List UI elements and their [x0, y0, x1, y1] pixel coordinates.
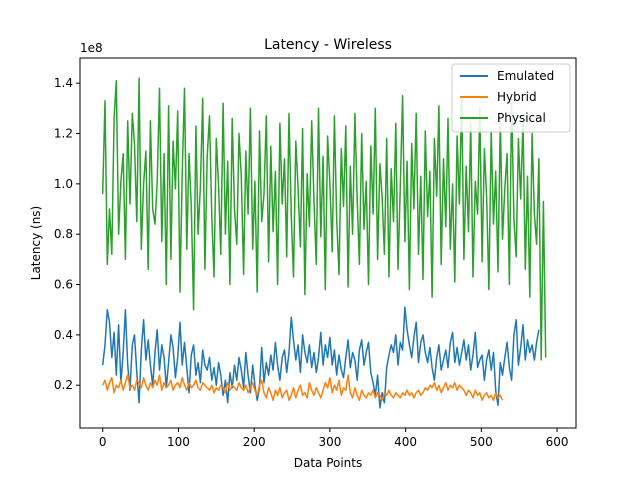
y-tick-label: 1.2 — [54, 127, 73, 141]
series-layer — [101, 77, 547, 409]
x-axis-title: Data Points — [294, 456, 363, 470]
x-tick-label: 300 — [318, 435, 341, 449]
y-tick-label: 1.4 — [54, 76, 73, 90]
legend: Emulated Hybrid Physical — [451, 63, 571, 133]
y-tick-label: 1.0 — [54, 177, 73, 191]
plot-frame — [79, 57, 577, 429]
y-axis-title: Latency (ns) — [29, 206, 43, 280]
series-line-physical — [101, 77, 547, 361]
y-tick-label: 0.4 — [54, 328, 73, 342]
y-tick-label: 0.8 — [54, 227, 73, 241]
y-axis: 0.2 0.4 0.6 0.8 1.0 1.2 1.4 — [54, 76, 80, 392]
x-axis: 0 100 200 300 400 500 600 — [99, 428, 569, 449]
x-tick-label: 500 — [470, 435, 493, 449]
y-offset-label: 1e8 — [80, 41, 103, 55]
x-tick-label: 200 — [243, 435, 266, 449]
x-tick-label: 400 — [394, 435, 417, 449]
x-tick-label: 100 — [167, 435, 190, 449]
legend-label-physical: Physical — [497, 111, 546, 125]
series-line-emulated — [101, 306, 540, 409]
x-tick-label: 0 — [99, 435, 107, 449]
series-line-hybrid — [102, 374, 504, 402]
chart-title: Latency - Wireless — [264, 37, 392, 53]
legend-box — [451, 63, 571, 133]
y-tick-label: 0.6 — [54, 278, 73, 292]
x-tick-label: 600 — [546, 435, 569, 449]
legend-label-hybrid: Hybrid — [497, 90, 537, 104]
legend-label-emulated: Emulated — [497, 69, 554, 83]
y-tick-label: 0.2 — [54, 378, 73, 392]
